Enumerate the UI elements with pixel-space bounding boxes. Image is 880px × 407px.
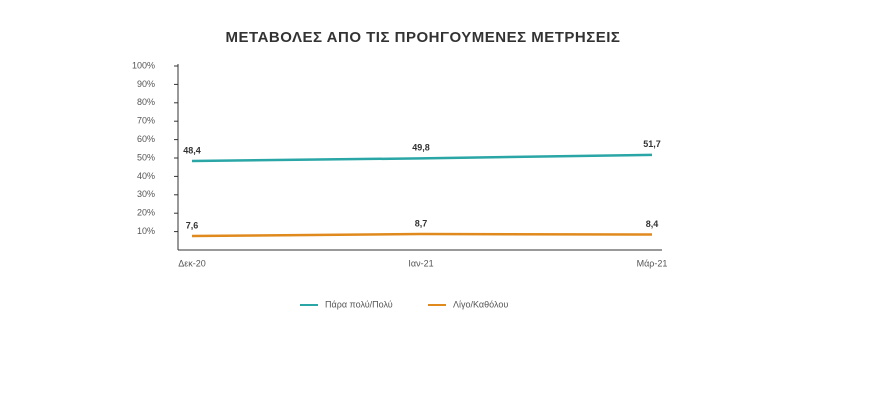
y-tick-label: 70% (137, 116, 155, 126)
y-tick-label: 100% (132, 60, 155, 70)
y-tick-label: 10% (137, 226, 155, 236)
line (191, 153, 653, 163)
value-label: 7,6 (186, 220, 199, 230)
value-label: 49,8 (412, 143, 430, 153)
value-label: 48,4 (183, 145, 201, 155)
value-label: 8,7 (415, 218, 428, 228)
chart-title: ΜΕΤΑΒΟΛΕΣ ΑΠΟ ΤΙΣ ΠΡΟΗΓΟΥΜΕΝΕΣ ΜΕΤΡΗΣΕΙΣ (226, 29, 621, 46)
y-tick-label: 20% (137, 208, 155, 218)
legend-label: Πάρα πολύ/Πολύ (325, 299, 393, 309)
x-tick-label: Δεκ-20 (178, 258, 206, 268)
value-label: 51,7 (643, 139, 661, 149)
line (191, 232, 653, 238)
value-label: 8,4 (646, 219, 659, 229)
x-tick-label: Ιαν-21 (408, 258, 433, 268)
x-tick-label: Μάρ-21 (637, 258, 668, 268)
legend-label: Λίγο/Καθόλου (453, 299, 508, 309)
y-tick-label: 30% (137, 189, 155, 199)
y-tick-label: 90% (137, 79, 155, 89)
y-tick-label: 40% (137, 171, 155, 181)
y-tick-label: 50% (137, 152, 155, 162)
y-tick-label: 80% (137, 97, 155, 107)
y-tick-label: 60% (137, 134, 155, 144)
